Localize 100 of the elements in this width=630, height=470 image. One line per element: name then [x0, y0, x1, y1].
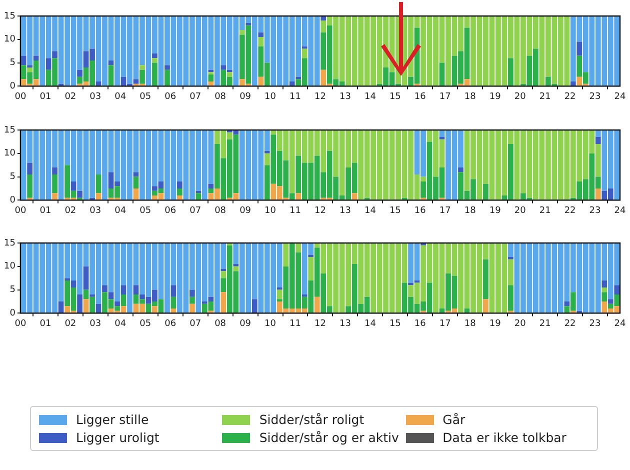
bar — [52, 193, 58, 200]
bar — [570, 82, 576, 86]
bar — [190, 290, 195, 297]
y-tick-label: 5 — [10, 172, 16, 182]
x-tick-label: 21 — [539, 206, 551, 216]
x-tick-label: 04 — [114, 206, 126, 216]
x-tick-label: 20 — [514, 318, 526, 329]
bar — [77, 70, 82, 77]
bar — [458, 167, 464, 172]
bar — [226, 72, 232, 77]
y-tick-label: 10 — [4, 34, 16, 45]
bar — [152, 58, 158, 63]
bar — [114, 302, 120, 306]
x-tick-label: 15 — [389, 92, 401, 102]
bar — [508, 58, 514, 86]
bar — [614, 285, 620, 294]
bar — [96, 174, 102, 194]
bar — [276, 290, 282, 300]
x-tick-label: 05 — [140, 92, 152, 102]
x-tick-label: 16 — [414, 318, 426, 329]
bar — [120, 285, 126, 294]
bar — [252, 299, 258, 313]
bar — [258, 76, 264, 86]
y-tick-label: 0 — [10, 82, 16, 92]
x-tick-label: 11 — [290, 206, 301, 216]
x-tick-label: 09 — [240, 318, 252, 329]
bar — [27, 174, 33, 198]
x-tick-label: 22 — [564, 318, 576, 329]
x-tick-label: 19 — [489, 318, 502, 329]
bar — [296, 243, 302, 252]
x-tick-label: 13 — [339, 92, 351, 102]
bar — [276, 287, 282, 290]
bar — [576, 42, 582, 56]
x-tick-label: 16 — [414, 206, 426, 216]
x-tick-label: 19 — [489, 92, 502, 102]
y-tick-label: 15 — [4, 11, 16, 22]
x-tick-label: 21 — [539, 92, 551, 102]
legend-label: Ligger uroligt — [76, 430, 160, 445]
bar — [96, 193, 102, 200]
x-tick-label: 04 — [114, 92, 126, 102]
bar — [220, 292, 226, 313]
bar — [52, 174, 58, 194]
bar — [170, 285, 176, 297]
bar — [58, 302, 64, 313]
bar — [108, 292, 114, 300]
bar — [220, 271, 226, 278]
bar — [602, 280, 608, 288]
x-tick-label: 08 — [214, 318, 226, 329]
bar — [208, 188, 214, 194]
bar — [608, 299, 614, 304]
x-tick-label: 01 — [40, 318, 52, 329]
bar — [483, 299, 488, 313]
bar — [133, 176, 139, 188]
bar — [152, 53, 158, 58]
x-tick-label: 17 — [439, 206, 451, 216]
bar — [602, 292, 608, 302]
y-tick-label: 10 — [4, 262, 16, 272]
x-tick-label: 01 — [40, 206, 52, 216]
bar — [77, 190, 82, 198]
bar — [83, 266, 89, 290]
bar — [177, 196, 182, 200]
bar — [120, 294, 126, 306]
bar — [283, 243, 289, 266]
bar — [140, 65, 145, 70]
x-tick-label: 14 — [364, 318, 376, 329]
bar — [170, 296, 176, 309]
x-tick-label: 23 — [589, 318, 601, 329]
x-tick-label: 18 — [464, 318, 476, 329]
x-tick-label: 17 — [439, 92, 451, 102]
legend-label: Sidder/står og er aktiv — [259, 430, 399, 445]
x-tick-label: 09 — [240, 92, 252, 102]
bar — [190, 304, 195, 313]
x-tick-label: 13 — [339, 206, 351, 216]
x-tick-label: 23 — [589, 206, 601, 216]
x-tick-label: 02 — [64, 92, 76, 102]
x-tick-label: 22 — [564, 206, 576, 216]
x-tick-label: 12 — [314, 206, 326, 216]
y-tick-label: 15 — [4, 125, 16, 136]
x-tick-label: 07 — [190, 318, 202, 329]
bar — [177, 188, 182, 196]
x-tick-label: 04 — [114, 318, 126, 329]
bar — [90, 294, 95, 297]
bar — [208, 184, 214, 188]
bar — [508, 285, 514, 311]
y-tick-label: 5 — [10, 58, 16, 68]
bar — [439, 62, 445, 86]
bar — [208, 296, 214, 302]
y-tick-label: 0 — [10, 196, 16, 206]
bar — [190, 296, 195, 304]
bar — [483, 184, 488, 200]
x-tick-label: 06 — [164, 92, 176, 102]
bar — [177, 181, 182, 188]
x-tick-label: 01 — [40, 92, 52, 102]
bar — [196, 193, 202, 200]
bar — [133, 188, 139, 200]
x-tick-label: 05 — [140, 318, 152, 329]
x-tick-label: 18 — [464, 206, 476, 216]
bar — [264, 153, 270, 166]
bar — [302, 46, 308, 49]
bar — [564, 302, 570, 306]
